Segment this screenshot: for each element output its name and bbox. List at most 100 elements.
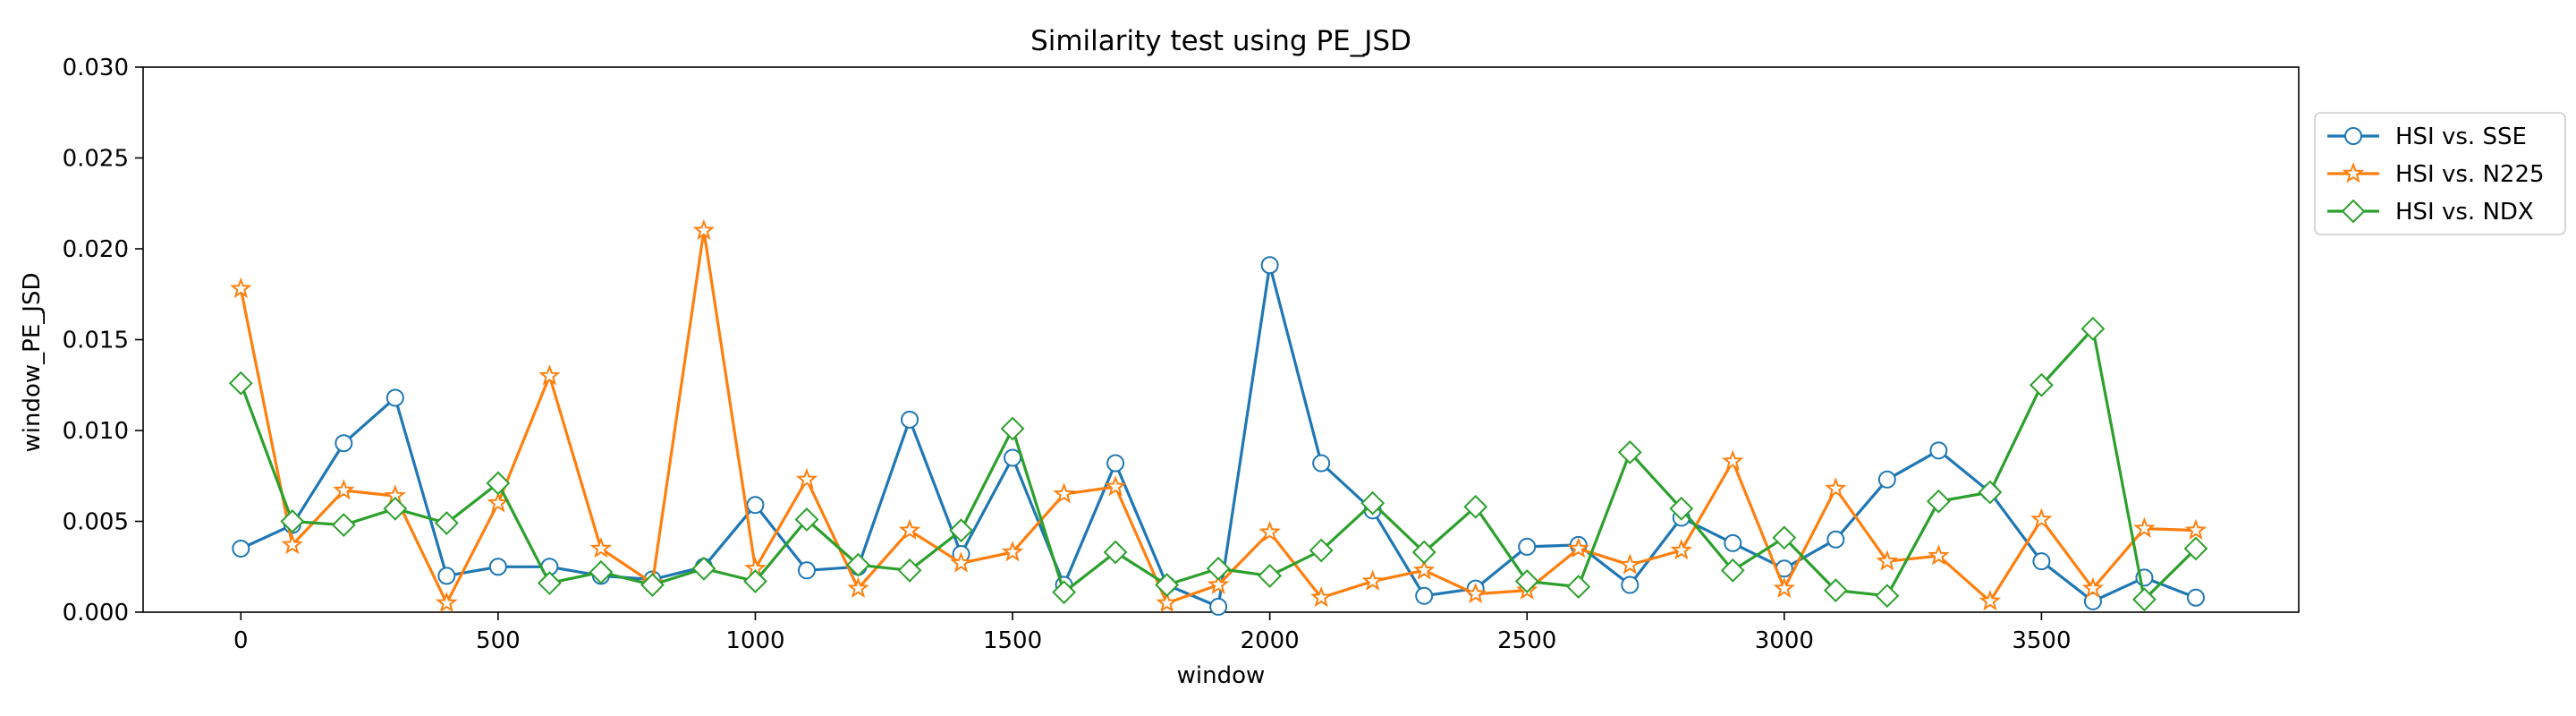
data-point xyxy=(386,388,404,407)
x-tick-label: 2500 xyxy=(1497,627,1556,654)
data-point xyxy=(1619,553,1641,575)
x-tick-label: 1500 xyxy=(983,627,1042,654)
data-point xyxy=(1773,576,1796,599)
data-point xyxy=(1260,256,1279,275)
y-tick-label: 0.010 xyxy=(63,418,129,445)
data-point xyxy=(1875,584,1900,609)
data-point xyxy=(487,491,510,513)
legend-label: HSI vs. SSE xyxy=(2395,124,2527,150)
y-tick-label: 0.020 xyxy=(63,236,129,263)
data-point xyxy=(488,558,507,576)
data-point xyxy=(795,467,818,490)
data-point xyxy=(1877,470,1896,489)
data-point xyxy=(1724,533,1742,552)
data-point xyxy=(333,479,355,500)
data-point xyxy=(1156,592,1178,613)
data-point xyxy=(1104,475,1127,497)
y-tick-label: 0.025 xyxy=(63,146,129,173)
data-point xyxy=(1312,454,1331,473)
data-point xyxy=(1566,575,1591,599)
data-point xyxy=(1415,586,1434,605)
data-point xyxy=(1361,569,1384,591)
data-point xyxy=(2183,536,2208,561)
data-point xyxy=(335,434,353,453)
data-point xyxy=(1621,575,1640,594)
data-point xyxy=(1411,540,1436,565)
data-point xyxy=(232,539,250,558)
data-point xyxy=(2032,552,2051,571)
data-point xyxy=(1309,585,1333,608)
x-tick-label: 2000 xyxy=(1241,627,1300,654)
data-point xyxy=(1309,538,1334,563)
y-tick-label: 0.030 xyxy=(63,55,129,81)
series-2 xyxy=(230,218,2207,613)
data-point xyxy=(1929,441,1948,460)
data-point xyxy=(1103,540,1128,565)
data-point xyxy=(486,471,511,496)
data-point xyxy=(1772,525,1797,550)
data-point xyxy=(1979,589,2002,611)
data-point xyxy=(746,496,765,515)
data-point xyxy=(2080,316,2106,341)
legend-entry: HSI vs. NDX xyxy=(2327,199,2534,226)
data-point xyxy=(1155,573,1180,597)
data-point xyxy=(1209,597,1228,616)
legend-box xyxy=(2314,112,2566,235)
data-point xyxy=(1464,582,1487,604)
data-point xyxy=(1978,480,2003,505)
data-point xyxy=(794,507,819,532)
chart-title: Similarity test using PE_JSD xyxy=(1030,25,1411,57)
data-point xyxy=(1670,539,1693,560)
data-point xyxy=(1720,558,1745,583)
data-point xyxy=(436,592,458,613)
legend: HSI vs. SSE HSI vs. N225 HSI vs. NDX xyxy=(2314,112,2566,235)
data-point xyxy=(1722,449,1744,471)
data-point xyxy=(1928,544,1950,566)
data-point xyxy=(1617,439,1642,465)
legend-entry: HSI vs. SSE xyxy=(2327,124,2527,150)
data-point xyxy=(1669,496,1694,521)
plot-area xyxy=(142,66,2300,613)
legend-marker xyxy=(2341,199,2366,224)
data-point xyxy=(2184,518,2207,540)
data-point xyxy=(538,364,561,386)
data-point xyxy=(846,552,870,577)
data-point xyxy=(1206,556,1231,581)
data-point xyxy=(589,537,613,558)
data-point xyxy=(2081,576,2105,599)
data-point xyxy=(1360,490,1385,516)
x-tick-label: 1000 xyxy=(725,627,784,654)
y-tick-label: 0.015 xyxy=(63,328,129,354)
data-point xyxy=(1004,448,1022,467)
data-point xyxy=(1518,537,1537,556)
legend-marker xyxy=(2342,162,2365,183)
data-point xyxy=(897,558,922,583)
data-point xyxy=(1567,537,1590,558)
data-point xyxy=(640,573,665,597)
data-point xyxy=(383,496,408,521)
data-point xyxy=(898,518,921,540)
data-point xyxy=(280,509,305,533)
data-point xyxy=(692,218,716,241)
legend-entry: HSI vs. N225 xyxy=(2327,161,2545,188)
x-axis-title: window xyxy=(1177,662,1266,689)
data-point xyxy=(1463,494,1488,519)
y-axis-title: window_PE_JSD xyxy=(19,273,46,453)
data-point xyxy=(1000,416,1025,441)
data-point xyxy=(1258,520,1281,542)
y-tick-label: 0.000 xyxy=(63,600,129,626)
data-point xyxy=(847,576,869,599)
data-point xyxy=(589,559,614,584)
x-tick-label: 3500 xyxy=(2012,627,2071,654)
series-layer xyxy=(228,218,2208,616)
data-point xyxy=(1514,569,1539,593)
x-tick-label: 500 xyxy=(476,627,521,654)
data-point xyxy=(281,533,304,555)
y-tick-label: 0.005 xyxy=(63,509,129,536)
data-point xyxy=(1825,477,1847,499)
data-point xyxy=(1258,563,1283,588)
data-point xyxy=(1106,454,1125,473)
series-line xyxy=(239,229,2197,605)
data-point xyxy=(537,571,562,595)
